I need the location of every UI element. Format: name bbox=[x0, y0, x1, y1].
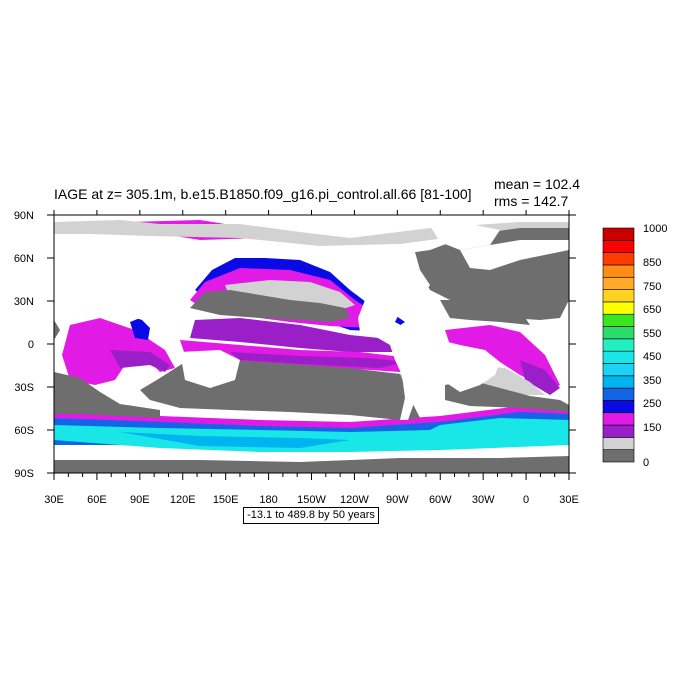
lon-tick-label: 90W bbox=[386, 494, 409, 506]
map-region-southern-band-350 bbox=[120, 432, 350, 448]
lat-tick-label: 60S bbox=[14, 425, 34, 437]
lat-tick-label: 30S bbox=[14, 382, 34, 394]
lon-tick-label: 30E bbox=[559, 494, 579, 506]
colorbar-labels: 0 150 250 350 450 550 650 750 850 1000 bbox=[643, 223, 667, 469]
map-continent-africa bbox=[438, 340, 500, 392]
lon-tick-label: 90E bbox=[130, 494, 150, 506]
lat-tick-label: 90S bbox=[14, 468, 34, 480]
colorbar-label: 150 bbox=[643, 422, 661, 434]
colorbar-swatch bbox=[602, 412, 635, 426]
map-region-land-north-atlantic bbox=[440, 300, 530, 325]
colorbar-swatch bbox=[602, 326, 635, 340]
lon-tick-label: 120E bbox=[170, 494, 196, 506]
colorbar-swatch bbox=[602, 449, 635, 463]
map-region-land-south-indian bbox=[54, 372, 160, 418]
colorbar-label: 550 bbox=[643, 328, 661, 340]
latitude-labels: 90N 60N 30N 0 30S 60S 90S bbox=[14, 210, 34, 480]
colorbar-swatch bbox=[602, 400, 635, 414]
colorbar-swatch bbox=[602, 375, 635, 389]
colorbar-swatch bbox=[602, 227, 635, 241]
map-greenland bbox=[430, 224, 500, 250]
map-title: IAGE at z= 305.1m, b.e15.B1850.f09_g16.p… bbox=[54, 186, 472, 202]
map-region-bay-of-bengal-250 bbox=[130, 318, 150, 340]
colorbar-swatch bbox=[602, 276, 635, 290]
lat-tick-label: 90N bbox=[14, 210, 34, 222]
lon-tick-label: 30W bbox=[472, 494, 495, 506]
colorbar-label: 850 bbox=[643, 257, 661, 269]
map-region-arctic-grey bbox=[54, 220, 569, 246]
map-continent-asia bbox=[54, 234, 212, 330]
colorbar-swatch bbox=[602, 313, 635, 327]
colorbar-swatch bbox=[602, 264, 635, 278]
map-region-land-south-atlantic bbox=[445, 380, 569, 412]
map-region-southern-band-450 bbox=[54, 418, 569, 452]
mean-stat: mean = 102.4 bbox=[494, 176, 581, 192]
lat-tick-label: 30N bbox=[14, 296, 34, 308]
map-continent-antarctica bbox=[54, 445, 569, 458]
lon-tick-label: 60E bbox=[87, 494, 107, 506]
colorbar-swatch bbox=[602, 338, 635, 352]
colorbar-label: 450 bbox=[643, 351, 661, 363]
map-region-south-pacific-200 bbox=[230, 352, 405, 368]
colorbar-swatch bbox=[602, 363, 635, 377]
lat-tick-label: 0 bbox=[28, 339, 34, 351]
lon-tick-label: 0 bbox=[523, 494, 529, 506]
colorbar-swatch bbox=[602, 437, 635, 450]
contour-range-note: -13.1 to 489.8 by 50 years bbox=[243, 507, 379, 524]
lat-tick-label: 60N bbox=[14, 253, 34, 265]
map-region-north-pacific-grey bbox=[225, 280, 355, 310]
map-continent-americas bbox=[320, 244, 435, 420]
map-region-southern-band-magenta bbox=[54, 406, 569, 428]
map-continent-europe bbox=[460, 240, 569, 270]
map-region-north-pacific-200 bbox=[190, 318, 415, 352]
colorbar-swatch bbox=[602, 289, 635, 303]
colorbar-label: 250 bbox=[643, 398, 661, 410]
map-region-land-australia bbox=[54, 320, 60, 340]
colorbar bbox=[602, 227, 635, 463]
lon-tick-label: 30E bbox=[44, 494, 64, 506]
colorbar-label: 350 bbox=[643, 375, 661, 387]
axis-ticks bbox=[47, 210, 576, 480]
colorbar-label: 0 bbox=[643, 457, 649, 469]
colorbar-label: 650 bbox=[643, 304, 661, 316]
longitude-labels: 30E 60E 90E 120E 150E 180 150W 120W 90W 60W 30W 0 30… bbox=[44, 494, 579, 506]
lon-tick-label: 150W bbox=[297, 494, 326, 506]
map-region-land-antarctica bbox=[54, 456, 569, 473]
lon-tick-label: 120W bbox=[340, 494, 369, 506]
rms-stat: rms = 142.7 bbox=[494, 193, 569, 209]
colorbar-swatch bbox=[602, 301, 635, 315]
map-region-land-north-america bbox=[190, 290, 350, 322]
colorbar-swatch bbox=[602, 252, 635, 266]
map-continent-australia bbox=[180, 350, 240, 388]
lon-tick-label: 180 bbox=[259, 494, 277, 506]
colorbar-swatch bbox=[602, 424, 635, 438]
lon-tick-label: 150E bbox=[213, 494, 239, 506]
lon-tick-label: 60W bbox=[429, 494, 452, 506]
map-region-indian-ocean-200 bbox=[110, 350, 170, 372]
colorbar-label: 750 bbox=[643, 281, 661, 293]
colorbar-swatch bbox=[602, 240, 635, 253]
map-region-south-atlantic-200 bbox=[520, 360, 560, 395]
colorbar-swatch bbox=[602, 350, 635, 364]
colorbar-swatch bbox=[602, 387, 635, 401]
map-field bbox=[54, 215, 569, 473]
colorbar-label: 1000 bbox=[643, 223, 667, 235]
